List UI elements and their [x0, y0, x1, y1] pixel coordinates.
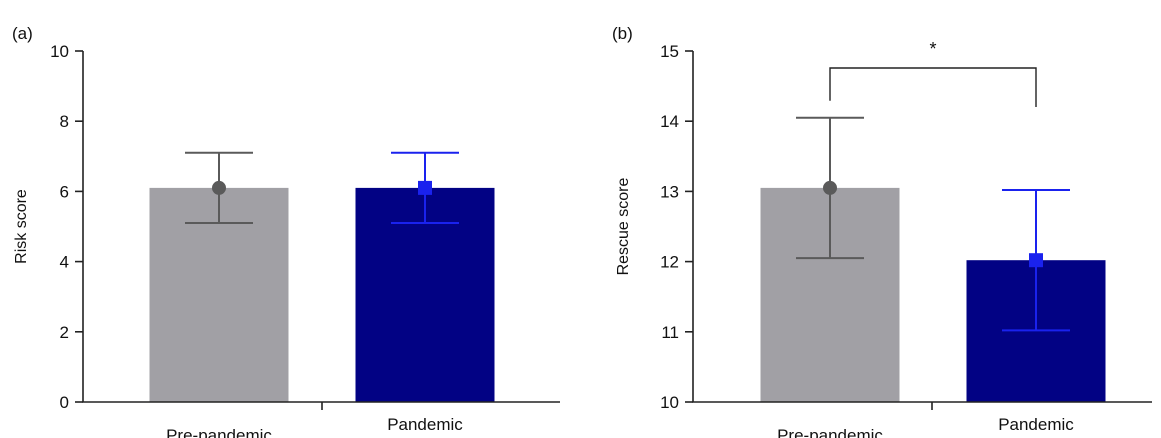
- category-label: Pandemic: [998, 415, 1074, 434]
- mean-marker: [418, 180, 432, 195]
- y-tick-label: 10: [660, 393, 679, 412]
- significance-bracket: [829, 67, 1037, 107]
- mean-marker: [1029, 253, 1043, 268]
- panel-a: (a) Risk score 0 2 4 6 8 10 Pre-pandemic Pandemic: [12, 24, 560, 438]
- category-label: Pre-pandemic: [777, 426, 883, 438]
- y-axis-title: Risk score: [13, 189, 30, 264]
- y-tick-label: 11: [661, 323, 679, 342]
- y-tick-label: 0: [60, 393, 69, 412]
- mean-marker: [823, 180, 837, 195]
- y-tick-label: 6: [60, 182, 69, 201]
- y-tick-label: 10: [50, 42, 69, 61]
- y-tick-label: 14: [660, 112, 679, 131]
- panel-label: (a): [12, 24, 33, 43]
- y-tick-label: 12: [660, 253, 679, 272]
- significance-label: *: [929, 39, 936, 59]
- mean-marker: [212, 180, 226, 195]
- panel-b: (b) Rescue score 10 11 12 13 14 15 Pre-pandemic P…: [612, 24, 1152, 438]
- y-tick-label: 4: [60, 253, 69, 272]
- y-tick-label: 13: [660, 182, 679, 201]
- category-label: Pandemic: [387, 415, 463, 434]
- y-axis-title: Rescue score: [615, 177, 632, 275]
- y-tick-label: 15: [660, 42, 679, 61]
- y-tick-label: 2: [60, 323, 69, 342]
- y-tick-label: 8: [60, 112, 69, 131]
- category-label: Pre-pandemic: [166, 426, 272, 438]
- panel-label: (b): [612, 24, 633, 43]
